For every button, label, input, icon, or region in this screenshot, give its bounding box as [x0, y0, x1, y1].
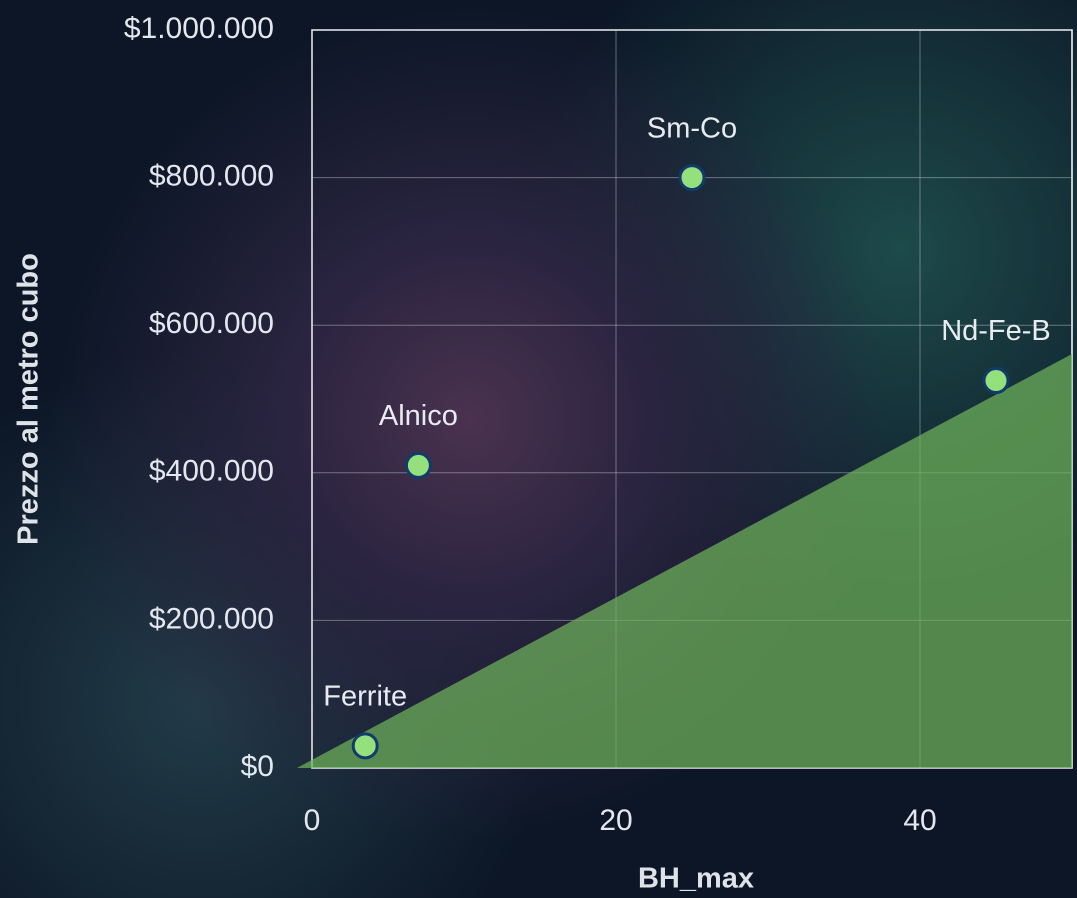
y-tick-label: $1.000.000 [124, 12, 274, 45]
y-tick-label: $800.000 [149, 160, 274, 193]
point-label: Nd-Fe-B [941, 315, 1051, 347]
x-tick-label: 20 [599, 804, 632, 837]
point-label: Sm-Co [647, 112, 737, 144]
y-tick-label: $400.000 [149, 455, 274, 488]
x-tick-label: 40 [903, 804, 936, 837]
point-label: Ferrite [323, 681, 407, 713]
x-tick-label: 0 [304, 804, 321, 837]
point [404, 451, 432, 479]
shaded-area [296, 353, 1072, 768]
point [351, 732, 379, 760]
y-tick-label: $200.000 [149, 602, 274, 635]
y-tick-label: $600.000 [149, 307, 274, 340]
point [678, 164, 706, 192]
point [982, 367, 1010, 395]
point-label: Alnico [379, 400, 458, 432]
y-tick-label: $0 [241, 750, 274, 783]
y-axis-title: Prezzo al metro cubo [13, 253, 45, 545]
x-axis-title: BH_max [638, 863, 754, 895]
